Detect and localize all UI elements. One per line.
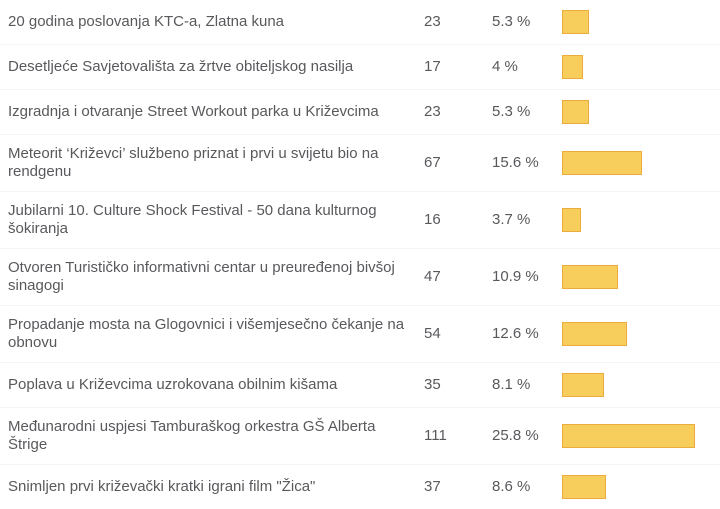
poll-option-bar (562, 265, 618, 289)
poll-result-row: Snimljen prvi križevački kratki igrani f… (0, 465, 720, 509)
poll-option-title: 20 godina poslovanja KTC-a, Zlatna kuna (8, 13, 285, 30)
poll-option-bar-track (562, 151, 720, 175)
poll-option-percentage: 12.6 % (492, 325, 539, 342)
poll-option-bar-track (562, 10, 720, 34)
poll-option-vote-count: 54 (424, 325, 441, 342)
poll-option-vote-count: 17 (424, 58, 441, 75)
poll-result-row: Izgradnja i otvaranje Street Workout par… (0, 90, 720, 135)
poll-result-row: Jubilarni 10. Culture Shock Festival - 5… (0, 192, 720, 249)
poll-option-percentage: 5.3 % (492, 13, 531, 30)
poll-option-vote-count: 37 (424, 478, 441, 495)
poll-option-percentage: 8.1 % (492, 376, 531, 393)
poll-option-vote-count: 16 (424, 211, 441, 228)
poll-result-row: Meteorit ‘Križevci’ službeno priznat i p… (0, 135, 720, 192)
poll-option-title: Poplava u Križevcima uzrokovana obilnim … (8, 376, 338, 393)
poll-option-vote-count: 111 (424, 427, 447, 444)
poll-option-bar-track (562, 208, 720, 232)
poll-option-percentage: 5.3 % (492, 103, 531, 120)
poll-option-vote-count: 23 (424, 13, 441, 30)
poll-option-bar-track (562, 373, 720, 397)
poll-result-row: Desetljeće Savjetovališta za žrtve obite… (0, 45, 720, 90)
poll-option-bar (562, 373, 604, 397)
poll-option-vote-count: 67 (424, 154, 441, 171)
poll-result-row: 20 godina poslovanja KTC-a, Zlatna kuna … (0, 0, 720, 45)
poll-option-bar (562, 424, 695, 448)
poll-option-bar (562, 322, 627, 346)
poll-result-row: Propadanje mosta na Glogovnici i višemje… (0, 306, 720, 363)
poll-option-bar (562, 151, 642, 175)
poll-option-percentage: 15.6 % (492, 154, 539, 171)
poll-option-vote-count: 23 (424, 103, 441, 120)
poll-option-title: Meteorit ‘Križevci’ službeno priznat i p… (8, 145, 379, 180)
poll-option-percentage: 3.7 % (492, 211, 531, 228)
poll-option-title: Međunarodni uspjesi Tamburaškog orkestra… (8, 418, 376, 453)
poll-option-percentage: 25.8 % (492, 427, 539, 444)
poll-option-bar (562, 100, 589, 124)
poll-option-bar-track (562, 322, 720, 346)
poll-option-bar (562, 10, 589, 34)
poll-option-title: Izgradnja i otvaranje Street Workout par… (8, 103, 379, 120)
poll-option-bar-track (562, 55, 720, 79)
poll-option-vote-count: 35 (424, 376, 441, 393)
poll-option-bar-track (562, 100, 720, 124)
poll-option-percentage: 10.9 % (492, 268, 539, 285)
poll-option-title: Desetljeće Savjetovališta za žrtve obite… (8, 58, 354, 75)
poll-option-bar (562, 208, 581, 232)
poll-option-title: Otvoren Turističko informativni centar u… (8, 259, 395, 294)
poll-option-bar-track (562, 424, 720, 448)
poll-result-row: Poplava u Križevcima uzrokovana obilnim … (0, 363, 720, 408)
poll-option-title: Propadanje mosta na Glogovnici i višemje… (8, 316, 405, 351)
poll-option-vote-count: 47 (424, 268, 441, 285)
poll-option-percentage: 4 % (492, 58, 518, 75)
poll-option-bar (562, 55, 583, 79)
poll-option-percentage: 8.6 % (492, 478, 531, 495)
poll-option-bar-track (562, 265, 720, 289)
poll-option-title: Snimljen prvi križevački kratki igrani f… (8, 478, 316, 495)
poll-option-bar-track (562, 475, 720, 499)
poll-result-row: Međunarodni uspjesi Tamburaškog orkestra… (0, 408, 720, 465)
poll-result-row: Otvoren Turističko informativni centar u… (0, 249, 720, 306)
poll-option-bar (562, 475, 606, 499)
poll-option-title: Jubilarni 10. Culture Shock Festival - 5… (8, 202, 377, 237)
